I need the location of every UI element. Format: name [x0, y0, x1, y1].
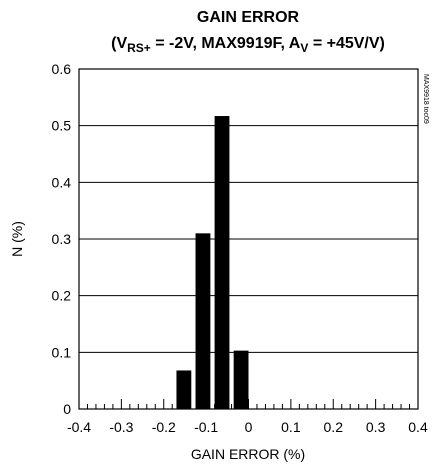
chart-title-line2: (VRS+ = -2V, MAX9919F, AV = +45V/V) — [111, 35, 385, 55]
y-ticks: 0 0.1 0.2 0.3 0.4 0.5 0.6 — [52, 61, 72, 417]
chart-title-line1: GAIN ERROR — [197, 9, 300, 26]
x-tick-label-8: 0.4 — [408, 419, 428, 435]
bars — [176, 116, 249, 410]
y-tick-label-6: 0.6 — [52, 61, 72, 77]
x-axis-label: GAIN ERROR (%) — [191, 446, 305, 462]
title-close: = +45V/V) — [308, 35, 385, 52]
x-tick-label-0: -0.4 — [67, 419, 91, 435]
title-sub1: RS+ — [127, 41, 151, 55]
y-axis-label: N (%) — [9, 221, 25, 257]
y-tick-label-4: 0.4 — [52, 174, 72, 190]
x-tick-label-5: 0.1 — [281, 419, 301, 435]
y-tick-label-1: 0.1 — [52, 344, 72, 360]
y-tick-label-5: 0.5 — [52, 118, 72, 134]
x-tick-label-3: -0.1 — [194, 419, 218, 435]
x-tick-label-6: 0.2 — [324, 419, 344, 435]
title-mid: = -2V, MAX9919F, A — [151, 35, 301, 52]
title-sub2: V — [300, 41, 308, 55]
y-tick-label-3: 0.3 — [52, 231, 72, 247]
x-ticks: -0.4 -0.3 -0.2 -0.1 0 0.1 0.2 0.3 0.4 — [67, 399, 428, 435]
y-tick-label-2: 0.2 — [52, 288, 72, 304]
x-tick-label-1: -0.3 — [109, 419, 133, 435]
bar-2 — [214, 116, 230, 410]
bar-3 — [233, 350, 249, 409]
bar-0 — [176, 370, 192, 409]
x-tick-label-4: 0 — [245, 419, 253, 435]
y-tick-label-0: 0 — [63, 401, 71, 417]
x-tick-label-7: 0.3 — [366, 419, 386, 435]
side-note: MAX9918 toc09 — [422, 74, 429, 124]
grid-lines — [79, 125, 418, 353]
bar-1 — [195, 233, 211, 409]
x-tick-label-2: -0.2 — [152, 419, 176, 435]
title-open: (V — [111, 35, 127, 52]
